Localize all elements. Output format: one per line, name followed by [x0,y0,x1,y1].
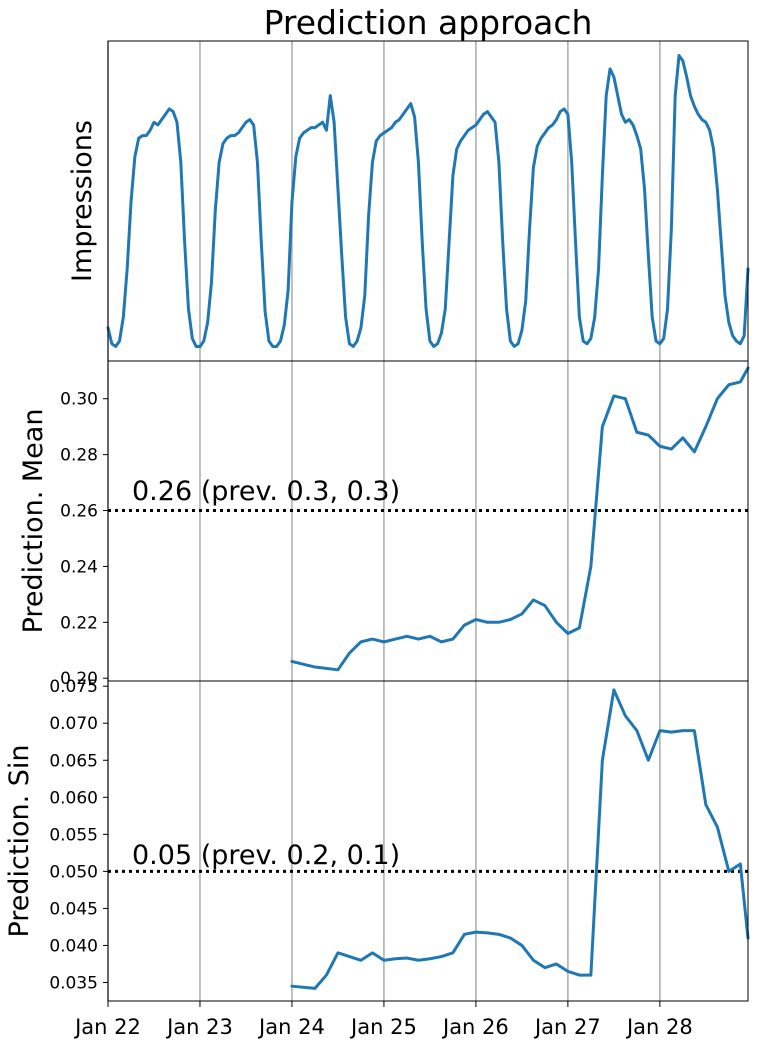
y-tick-label: 0.26 [60,502,98,522]
y-tick-label: 0.060 [49,788,98,808]
panel-3: 0.05 (prev. 0.2, 0.1) 0.035 0.040 0.045 0.05… [4,677,750,1002]
series-line-1 [106,54,750,348]
chart-title: Prediction approach [264,3,593,42]
series-line-1 [290,366,750,672]
y-tick-label: 0.075 [49,677,98,697]
y-tick-label: 0.040 [49,936,98,956]
y-tick-label: 0.070 [49,714,98,734]
y-tick-label: 0.30 [60,390,98,410]
y-tick-label: 0.22 [60,613,98,633]
x-axis: Jan 22 Jan 23 Jan 24 Jan 25 Jan 26 Jan 27 Jan … [73,1001,693,1039]
y-tick-label: 0.28 [60,446,98,466]
y-tick-label: 0.24 [60,557,98,577]
x-tick-label: Jan 24 [257,1015,325,1039]
chart-panels: Impressions 0.26 (prev. 0.3, 0.3) 0.20 0.22… [4,40,750,1002]
panel-1: Impressions [67,40,750,362]
y-axis-title: Impressions [67,120,98,282]
series-line-1 [290,688,750,990]
y-tick-label: 0.045 [49,899,98,919]
y-tick-label: 0.065 [49,751,98,771]
y-tick-label: 0.055 [49,825,98,845]
y-axis-title: Prediction. Mean [18,409,49,634]
panel-frame [107,680,749,1002]
panel-frame [107,360,749,682]
x-tick-label: Jan 22 [73,1015,141,1039]
x-tick-label: Jan 27 [533,1015,601,1039]
y-tick-label: 0.050 [49,862,98,882]
x-tick-label: Jan 28 [625,1015,693,1039]
x-tick-label: Jan 25 [349,1015,417,1039]
panel-2: 0.26 (prev. 0.3, 0.3) 0.20 0.22 0.24 0.26 0.2… [18,360,750,689]
y-tick-label: 0.035 [49,973,98,993]
x-tick-label: Jan 26 [441,1015,509,1039]
annotation-text: 0.05 (prev. 0.2, 0.1) [132,840,400,871]
x-tick-label: Jan 23 [165,1015,233,1039]
annotation-text: 0.26 (prev. 0.3, 0.3) [132,476,400,507]
y-axis-title: Prediction. Sin [4,744,35,937]
y-tick-label: 0.20 [60,669,98,689]
